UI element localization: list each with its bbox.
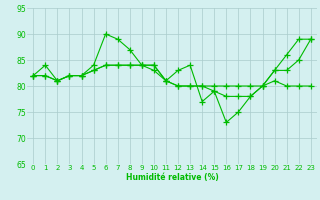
X-axis label: Humidité relative (%): Humidité relative (%) — [126, 173, 218, 182]
